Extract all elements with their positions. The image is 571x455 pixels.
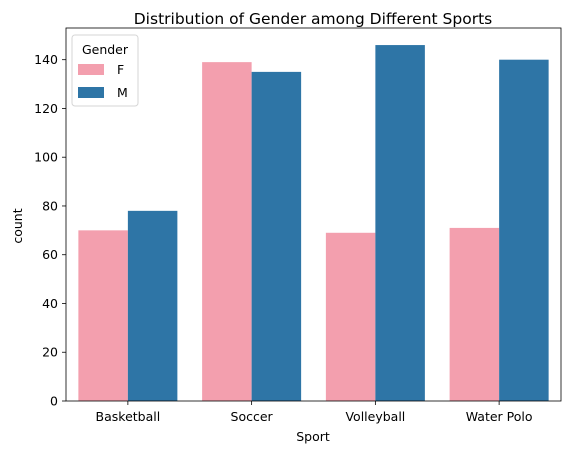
bar-water-polo-m [499, 59, 549, 401]
legend-entries: FM [78, 62, 128, 100]
bar-water-polo-f [449, 227, 500, 401]
y-tick-label: 0 [50, 394, 58, 409]
y-tick-label: 140 [34, 52, 58, 67]
y-tick-label: 100 [34, 150, 58, 165]
y-tick-label: 20 [42, 345, 58, 360]
bar-soccer-m [251, 71, 302, 401]
legend-swatch-f [78, 64, 104, 75]
bar-soccer-f [202, 62, 252, 402]
y-tick-label: 40 [42, 296, 58, 311]
legend-swatch-m [78, 87, 104, 98]
x-tick-label: Soccer [231, 409, 274, 424]
bars [78, 45, 549, 402]
bar-volleyball-f [325, 232, 376, 401]
x-axis-label: Sport [296, 429, 330, 444]
x-tick-label: Basketball [96, 409, 161, 424]
legend-title: Gender [82, 42, 129, 57]
bar-volleyball-m [375, 45, 425, 401]
bar-basketball-m [127, 210, 178, 401]
plot-area: 0 20 40 60 80 100 120 140 Basketball Soccer Volle… [34, 27, 562, 424]
y-axis-label: count [10, 208, 25, 243]
axes-frame [65, 27, 562, 402]
bar-basketball-f [78, 230, 128, 401]
y-tick-label: 80 [42, 198, 58, 213]
y-tick-label: 60 [42, 247, 58, 262]
y-tick-label: 120 [34, 101, 58, 116]
x-axis-ticks: Basketball Soccer Volleyball Water Polo [96, 401, 533, 424]
y-axis-ticks: 0 20 40 60 80 100 120 140 [34, 52, 66, 409]
x-tick-label: Water Polo [466, 409, 533, 424]
x-tick-label: Volleyball [345, 409, 405, 424]
chart-title: Distribution of Gender among Different S… [134, 10, 492, 28]
legend-label-f: F [117, 62, 124, 77]
legend: Gender FM [71, 34, 139, 107]
legend-label-m: M [117, 85, 128, 100]
